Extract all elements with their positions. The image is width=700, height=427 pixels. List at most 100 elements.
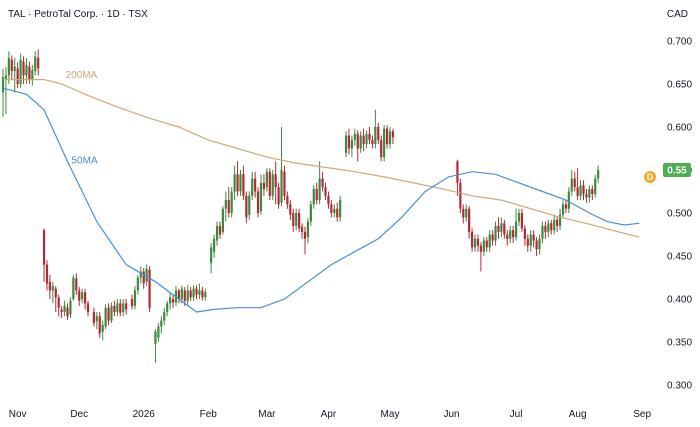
candle-body [110, 305, 113, 321]
candle [83, 288, 87, 310]
candle [139, 266, 142, 284]
candle-body [561, 204, 565, 215]
candle-body [169, 297, 172, 304]
candle [488, 230, 491, 252]
dividend-marker-icon [644, 170, 656, 183]
candle-body [81, 292, 84, 300]
candle-body [535, 240, 538, 250]
candle [514, 208, 518, 241]
candle [532, 230, 535, 248]
candle-body [248, 195, 251, 215]
candle-body [183, 290, 186, 301]
candle-body [160, 320, 163, 327]
candle-body [148, 269, 151, 308]
x-tick-label: Dec [70, 409, 88, 420]
candle [333, 204, 336, 218]
candle-body [51, 286, 54, 291]
candle-body [92, 311, 95, 324]
candle-body [130, 299, 134, 306]
candle [365, 130, 368, 149]
candle [78, 287, 81, 306]
candle-body [585, 194, 588, 198]
candle [66, 303, 69, 320]
y-tick-label: 0.450 [667, 252, 692, 263]
candle-body [221, 208, 224, 232]
dividend-marker-label: D [647, 172, 654, 182]
ma50-label: 50MA [72, 155, 98, 166]
candle-body [541, 225, 544, 239]
candle-body [239, 174, 242, 192]
candle [268, 168, 271, 201]
candle-body [488, 234, 491, 248]
candle [271, 169, 274, 201]
y-tick-label: 0.400 [667, 295, 692, 306]
candle [588, 185, 591, 203]
candle [391, 128, 395, 145]
candle [561, 200, 565, 218]
candle-body [579, 185, 582, 196]
candle [388, 126, 392, 149]
candle-body [45, 264, 49, 284]
candle [125, 299, 128, 315]
x-tick-label: Mar [258, 409, 276, 420]
candle-body [142, 271, 145, 284]
candle-body [306, 221, 310, 238]
candle-body [356, 133, 359, 149]
candle-body [113, 305, 116, 312]
candle-body [538, 238, 541, 250]
candle-body [353, 133, 356, 140]
candle-body [333, 208, 336, 213]
candle [544, 221, 547, 239]
candle [186, 285, 189, 306]
candle [218, 221, 222, 239]
candle [339, 195, 342, 222]
candle [110, 302, 113, 324]
candle [298, 208, 301, 232]
candle [330, 200, 333, 218]
candle [136, 274, 139, 295]
candle [101, 320, 104, 341]
y-tick-label: 0.500 [667, 209, 692, 220]
candle-body [218, 225, 222, 235]
candle-body [576, 187, 579, 196]
candle-body [189, 290, 192, 298]
candle [256, 187, 260, 218]
candle [500, 217, 503, 238]
candle [230, 187, 233, 218]
candle-body [69, 300, 72, 315]
candle-body [1, 77, 5, 93]
candle [523, 225, 526, 246]
candle [324, 182, 327, 201]
candle-body [166, 303, 169, 312]
candle [482, 237, 485, 257]
candle-body [75, 278, 78, 291]
candle-body [192, 288, 195, 298]
candle [517, 208, 521, 226]
candle [558, 208, 562, 231]
candle-body [347, 135, 351, 149]
candle-body [523, 228, 526, 239]
candle [362, 128, 365, 152]
candle [292, 208, 295, 232]
candle-body [374, 126, 377, 145]
candle [538, 234, 541, 255]
candle [312, 185, 315, 209]
candle-body [236, 174, 239, 192]
candle [239, 169, 242, 196]
candle [265, 168, 268, 192]
candle-body [245, 195, 248, 218]
candle-body [224, 200, 227, 209]
candle [383, 125, 386, 162]
candle-body [292, 213, 295, 226]
candle [556, 216, 559, 232]
candle-body [497, 225, 500, 232]
candle-body [83, 292, 87, 304]
candle [31, 65, 34, 86]
candle-body [262, 182, 266, 189]
candle-body [468, 208, 471, 232]
candle-body [233, 174, 236, 192]
candle-body [37, 58, 40, 69]
candle-body [564, 204, 568, 209]
y-tick-label: 0.300 [667, 381, 692, 392]
